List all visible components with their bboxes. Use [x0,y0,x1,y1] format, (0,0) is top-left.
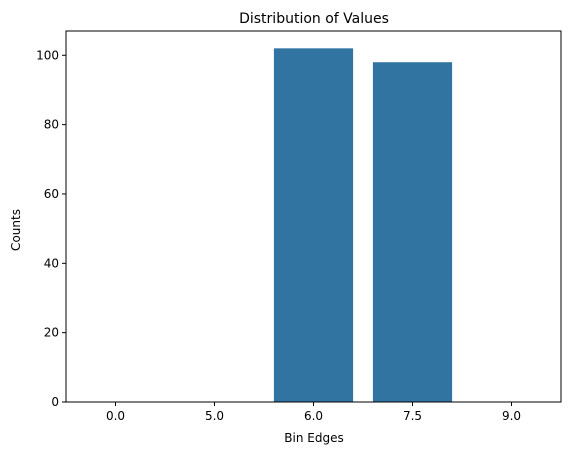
bars-layer [273,48,453,403]
x-tick-label: 9.0 [502,409,521,423]
plot-frame [65,30,562,403]
x-tick-label: 6.0 [304,409,323,423]
y-tick-label: 0 [51,395,59,409]
y-tick-label: 100 [36,48,59,62]
x-tick-label: 0.0 [106,409,125,423]
y-axis-label: Counts [9,209,23,251]
x-tick-label: 5.0 [205,409,224,423]
y-tick-label: 40 [44,256,59,270]
bar-6.0 [273,48,354,403]
y-tick-label: 60 [44,187,59,201]
y-tick-label: 20 [44,326,59,340]
x-tick-label: 7.5 [403,409,422,423]
y-tick-label: 80 [44,118,59,132]
x-axis-label: Bin Edges [284,431,343,445]
chart-title: Distribution of Values [239,11,389,27]
bar-7.5 [372,62,453,403]
x-axis: 0.0 5.0 6.0 7.5 9.0 [106,402,521,423]
y-axis: 0 20 40 60 80 100 [36,48,66,409]
